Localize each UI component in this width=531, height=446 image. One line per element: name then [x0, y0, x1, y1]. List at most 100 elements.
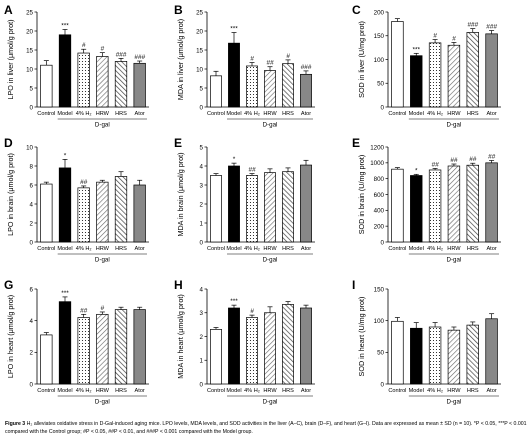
bar	[466, 324, 479, 385]
group-label: D-gal	[263, 122, 278, 129]
y-tick-label: 25	[26, 9, 33, 16]
x-tick-label: Model	[57, 246, 72, 252]
group-label: D-gal	[447, 399, 462, 406]
bar	[228, 307, 240, 385]
bar	[410, 55, 423, 108]
x-tick-label: Model	[57, 111, 72, 117]
x-tick-label: HRS	[282, 246, 294, 252]
x-tick-label: Control	[388, 246, 406, 252]
x-tick-label: Model	[409, 111, 424, 117]
x-tick-label: Ator	[301, 388, 311, 394]
bar	[300, 73, 312, 108]
y-tick-label: 50	[377, 350, 384, 357]
y-axis-label: LPO in liver (μmol/g prot)	[6, 19, 15, 99]
x-tick-label: HRS	[282, 388, 294, 394]
bar	[485, 162, 498, 243]
x-tick-label: Control	[37, 111, 55, 117]
x-tick-label: 4% H₂	[427, 246, 443, 252]
bar	[77, 187, 90, 243]
bar	[410, 175, 423, 243]
x-tick-label: Model	[409, 246, 424, 252]
y-tick-label: 600	[374, 192, 385, 199]
y-tick-label: 0	[30, 104, 34, 111]
y-tick-label: 4	[200, 286, 204, 293]
significance-label: ##	[450, 157, 458, 164]
y-tick-label: 1	[200, 220, 204, 227]
x-tick-label: HRW	[447, 111, 461, 117]
y-tick-label: 2	[200, 334, 204, 341]
significance-label: #	[250, 56, 254, 63]
bar	[485, 318, 498, 385]
caption-text: H₂ alleviates oxidative stress in D-Gal-…	[5, 421, 527, 435]
panel-letter: I	[352, 278, 355, 292]
x-tick-label: Ator	[301, 111, 311, 117]
bar	[133, 184, 146, 243]
bar	[391, 21, 404, 108]
bar	[210, 175, 222, 243]
bar	[133, 309, 146, 385]
significance-label: #	[82, 42, 86, 49]
bar	[114, 309, 128, 385]
significance-label: ##	[266, 60, 274, 67]
panel-letter: B	[174, 3, 183, 17]
y-tick-label: 2	[30, 220, 34, 227]
significance-label: *	[233, 156, 236, 163]
bar	[485, 33, 498, 108]
group-label: D-gal	[95, 399, 110, 406]
x-tick-label: HRS	[467, 246, 479, 252]
bar	[40, 183, 53, 243]
x-tick-label: Ator	[135, 388, 145, 394]
y-tick-label: 5	[200, 85, 204, 92]
y-axis-label: LPO in brain (μmol/g prot)	[6, 153, 15, 236]
x-tick-label: HRW	[447, 388, 461, 394]
x-tick-label: HRS	[115, 246, 127, 252]
bar	[282, 63, 294, 108]
panel-letter: E	[174, 136, 182, 150]
x-tick-label: HRW	[447, 246, 461, 252]
significance-label: #	[101, 305, 105, 312]
y-tick-label: 1000	[370, 160, 384, 167]
bar	[228, 165, 240, 243]
group-label: D-gal	[263, 257, 278, 264]
significance-label: ###	[467, 22, 478, 29]
significance-label: ***	[230, 26, 238, 33]
y-tick-label: 150	[374, 33, 385, 40]
panel-C-3: C SOD in liver (U/mg prot) 0 50 100 150 200 Con…	[352, 3, 501, 129]
y-tick-label: 400	[374, 208, 385, 215]
bar	[96, 313, 109, 385]
y-tick-label: 3	[200, 182, 204, 189]
x-tick-label: Model	[57, 388, 72, 394]
x-tick-label: Control	[388, 388, 406, 394]
x-tick-label: HRW	[96, 246, 110, 252]
bar	[447, 329, 461, 385]
panel-A-1: A LPO in liver (μmol/g prot) 0 5 10 15 20 25 Con…	[4, 3, 149, 129]
significance-label: #	[101, 46, 105, 53]
y-tick-label: 0	[381, 381, 385, 388]
x-tick-label: HRS	[467, 388, 479, 394]
y-tick-label: 2	[30, 350, 34, 357]
significance-label: ***	[61, 290, 69, 297]
group-label: D-gal	[447, 122, 462, 129]
group-label: D-gal	[263, 399, 278, 406]
bar	[466, 32, 479, 108]
x-tick-label: Model	[226, 388, 241, 394]
significance-label: ###	[301, 64, 312, 71]
y-tick-label: 0	[200, 104, 204, 111]
significance-label: ##	[248, 167, 256, 174]
y-tick-label: 0	[381, 239, 385, 246]
x-tick-label: Ator	[486, 246, 496, 252]
x-tick-label: Model	[226, 246, 241, 252]
y-axis-label: SOD in heart (U/mg prot)	[357, 297, 366, 377]
bar	[428, 326, 442, 385]
x-tick-label: Control	[207, 111, 225, 117]
y-axis-label: MDA in heart (μmol/g prot)	[176, 294, 185, 378]
y-tick-label: 200	[374, 223, 385, 230]
panel-letter: H	[174, 278, 183, 292]
bar	[40, 64, 53, 108]
bar	[300, 307, 312, 385]
x-tick-label: Model	[226, 111, 241, 117]
x-tick-label: HRS	[282, 111, 294, 117]
y-tick-label: 0	[381, 104, 385, 111]
x-tick-label: HRW	[96, 111, 110, 117]
